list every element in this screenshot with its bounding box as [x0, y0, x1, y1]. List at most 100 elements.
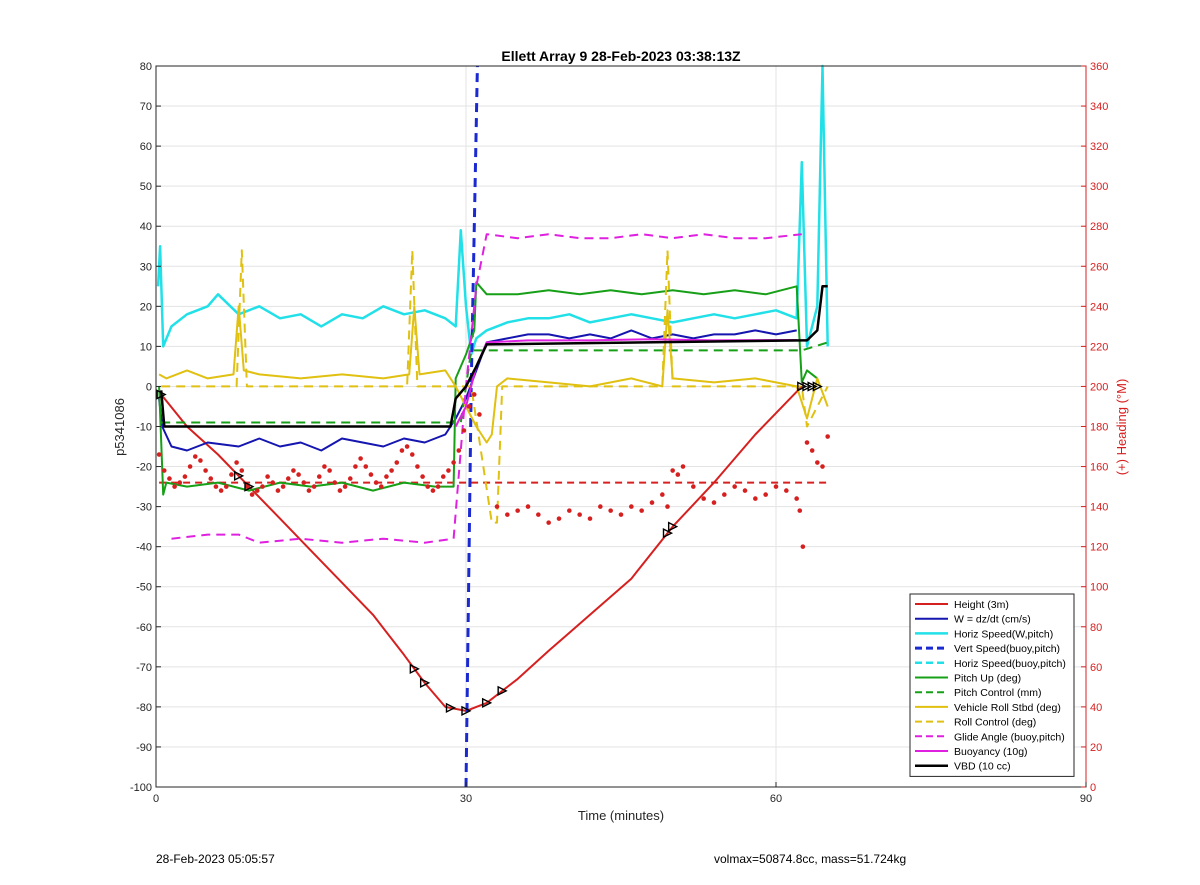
- y2-tick-label: 280: [1090, 221, 1108, 233]
- heading-point: [316, 474, 322, 479]
- heading-point: [182, 474, 188, 479]
- y-tick-label: -40: [136, 542, 152, 554]
- heading-point: [701, 496, 706, 501]
- x-tick-label: 60: [770, 793, 782, 805]
- heading-point: [809, 448, 815, 453]
- heading-point: [711, 500, 717, 505]
- height-marker: [802, 381, 813, 392]
- heading-point: [167, 476, 172, 481]
- legend-entry: Height (3m): [954, 599, 1009, 611]
- height-marker: [667, 521, 679, 532]
- heading-point: [784, 488, 789, 493]
- heading-point: [311, 484, 317, 489]
- y2-tick-label: 40: [1090, 702, 1102, 714]
- heading-point: [420, 474, 425, 479]
- heading-point: [800, 544, 806, 549]
- y-tick-label: -10: [136, 422, 152, 434]
- y-tick-label: 50: [140, 181, 152, 193]
- heading-point: [639, 508, 644, 513]
- y2-tick-label: 200: [1090, 381, 1108, 393]
- heading-point: [389, 468, 394, 473]
- heading-point: [192, 454, 198, 459]
- y2-tick-label: 140: [1090, 502, 1108, 514]
- series-line: [454, 338, 797, 427]
- y2-tick-label: 100: [1090, 582, 1108, 594]
- y-tick-label: -30: [136, 502, 152, 514]
- heading-point: [275, 488, 281, 493]
- heading-point: [742, 488, 748, 493]
- right-y-axis-label: (+) Heading (°M): [1114, 379, 1129, 476]
- y2-tick-label: 20: [1090, 742, 1102, 754]
- footer-timestamp: 28-Feb-2023 05:05:57: [156, 852, 275, 866]
- y-tick-label: -90: [136, 742, 152, 754]
- heading-point: [265, 474, 270, 479]
- height-marker: [812, 381, 823, 392]
- heading-point: [229, 472, 234, 477]
- heading-point: [494, 504, 500, 509]
- legend-box: [909, 593, 1075, 777]
- heading-point: [797, 508, 803, 513]
- heading-point: [556, 516, 562, 521]
- y-tick-label: 40: [140, 221, 152, 233]
- y-tick-label: 20: [140, 301, 152, 313]
- heading-point: [466, 404, 472, 409]
- heading-point: [198, 458, 203, 463]
- heading-point: [384, 474, 389, 479]
- heading-point: [249, 492, 255, 497]
- heading-point: [368, 472, 374, 477]
- axes: -100-90-80-70-60-50-40-30-20-10010203040…: [130, 61, 1108, 805]
- series-line: [464, 65, 479, 788]
- heading-point: [332, 480, 338, 485]
- height-marker: [419, 677, 431, 688]
- legend-entry: Vehicle Roll Stbd (deg): [954, 702, 1061, 714]
- height-marker: [662, 528, 674, 539]
- x-tick-label: 0: [153, 793, 159, 805]
- series-line: [158, 281, 818, 496]
- heading-point: [378, 484, 384, 489]
- y-tick-label: 10: [140, 341, 152, 353]
- heading-point: [446, 468, 451, 473]
- y-tick-label: -70: [136, 662, 152, 674]
- y-tick-label: -20: [136, 462, 152, 474]
- height-marker: [156, 389, 167, 400]
- heading-point: [471, 392, 477, 397]
- heading-point: [732, 484, 737, 489]
- heading-point: [358, 456, 363, 461]
- x-axis-label: Time (minutes): [578, 808, 664, 823]
- heading-point: [327, 468, 332, 473]
- heading-point: [177, 480, 183, 485]
- y2-tick-label: 240: [1090, 301, 1108, 313]
- heading-point: [322, 464, 327, 469]
- height-marker: [797, 381, 808, 392]
- series-line: [161, 249, 829, 524]
- series-line: [158, 329, 797, 452]
- heading-point: [363, 464, 369, 469]
- heading-point: [306, 488, 312, 493]
- height-marker: [497, 685, 508, 696]
- heading-point: [546, 520, 551, 525]
- y2-tick-label: 0: [1090, 782, 1096, 794]
- heading-point: [680, 464, 686, 469]
- y2-tick-label: 340: [1090, 101, 1108, 113]
- y-tick-label: -50: [136, 582, 152, 594]
- heading-point: [347, 476, 353, 481]
- heading-point: [722, 492, 727, 497]
- height-marker: [445, 702, 457, 714]
- footer-vol-mass: volmax=50874.8cc, mass=51.724kg: [714, 852, 907, 866]
- heading-point: [156, 452, 162, 457]
- heading-point: [461, 428, 467, 433]
- x-tick-label: 30: [460, 793, 472, 805]
- legend-entry: Buoyancy (10g): [954, 746, 1028, 758]
- series-line: [161, 341, 828, 424]
- heading-point: [525, 504, 531, 509]
- heading-point: [218, 488, 224, 493]
- heading-point: [794, 496, 799, 501]
- heading-point: [505, 512, 510, 517]
- heading-point: [660, 492, 665, 497]
- y2-tick-label: 300: [1090, 181, 1108, 193]
- heading-point: [223, 484, 229, 489]
- height-marker: [807, 381, 818, 392]
- heading-point: [373, 480, 379, 485]
- y-tick-label: 0: [146, 381, 152, 393]
- legend-entry: Pitch Up (deg): [954, 673, 1021, 685]
